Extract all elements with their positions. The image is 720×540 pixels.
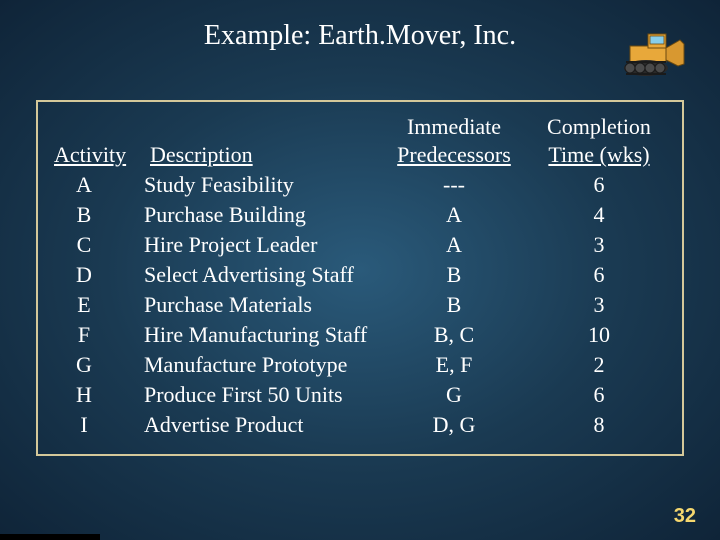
cell-activity: E bbox=[54, 292, 144, 318]
cell-description: Manufacture Prototype bbox=[144, 352, 374, 378]
table-row: CHire Project LeaderA3 bbox=[54, 232, 666, 258]
page-number: 32 bbox=[674, 505, 696, 528]
cell-description: Hire Manufacturing Staff bbox=[144, 322, 374, 348]
cell-activity: C bbox=[54, 232, 144, 258]
header-activity: Activity bbox=[54, 142, 144, 168]
header-completion: Completion bbox=[534, 114, 664, 140]
footer-bar bbox=[0, 534, 100, 540]
cell-activity: H bbox=[54, 382, 144, 408]
cell-activity: D bbox=[54, 262, 144, 288]
header-time: Time (wks) bbox=[534, 142, 664, 168]
cell-activity: I bbox=[54, 412, 144, 438]
cell-predecessors: A bbox=[374, 202, 534, 228]
cell-time: 2 bbox=[534, 352, 664, 378]
cell-time: 8 bbox=[534, 412, 664, 438]
cell-time: 6 bbox=[534, 382, 664, 408]
cell-activity: A bbox=[54, 172, 144, 198]
cell-time: 6 bbox=[534, 172, 664, 198]
table-row: FHire Manufacturing StaffB, C10 bbox=[54, 322, 666, 348]
table-row: HProduce First 50 UnitsG6 bbox=[54, 382, 666, 408]
cell-description: Hire Project Leader bbox=[144, 232, 374, 258]
cell-predecessors: A bbox=[374, 232, 534, 258]
cell-activity: G bbox=[54, 352, 144, 378]
table-row: AStudy Feasibility---6 bbox=[54, 172, 666, 198]
header-description: Description bbox=[144, 142, 374, 168]
activity-table: Immediate Completion Activity Descriptio… bbox=[36, 100, 684, 456]
cell-time: 4 bbox=[534, 202, 664, 228]
cell-description: Purchase Building bbox=[144, 202, 374, 228]
cell-activity: B bbox=[54, 202, 144, 228]
table-superheader: Immediate Completion bbox=[54, 114, 666, 140]
table-row: IAdvertise ProductD, G8 bbox=[54, 412, 666, 438]
cell-description: Study Feasibility bbox=[144, 172, 374, 198]
cell-description: Purchase Materials bbox=[144, 292, 374, 318]
table-header: Activity Description Predecessors Time (… bbox=[54, 142, 666, 168]
bulldozer-icon bbox=[620, 28, 700, 78]
cell-predecessors: --- bbox=[374, 172, 534, 198]
cell-predecessors: D, G bbox=[374, 412, 534, 438]
cell-predecessors: G bbox=[374, 382, 534, 408]
header-immediate: Immediate bbox=[374, 114, 534, 140]
cell-time: 3 bbox=[534, 292, 664, 318]
cell-time: 6 bbox=[534, 262, 664, 288]
cell-predecessors: B, C bbox=[374, 322, 534, 348]
header-predecessors: Predecessors bbox=[374, 142, 534, 168]
cell-time: 10 bbox=[534, 322, 664, 348]
cell-description: Advertise Product bbox=[144, 412, 374, 438]
cell-activity: F bbox=[54, 322, 144, 348]
cell-predecessors: B bbox=[374, 292, 534, 318]
table-row: BPurchase BuildingA4 bbox=[54, 202, 666, 228]
cell-predecessors: E, F bbox=[374, 352, 534, 378]
slide-title: Example: Earth.Mover, Inc. bbox=[0, 0, 720, 52]
cell-predecessors: B bbox=[374, 262, 534, 288]
table-row: GManufacture PrototypeE, F2 bbox=[54, 352, 666, 378]
table-row: DSelect Advertising StaffB6 bbox=[54, 262, 666, 288]
cell-description: Select Advertising Staff bbox=[144, 262, 374, 288]
table-row: EPurchase MaterialsB3 bbox=[54, 292, 666, 318]
cell-description: Produce First 50 Units bbox=[144, 382, 374, 408]
cell-time: 3 bbox=[534, 232, 664, 258]
